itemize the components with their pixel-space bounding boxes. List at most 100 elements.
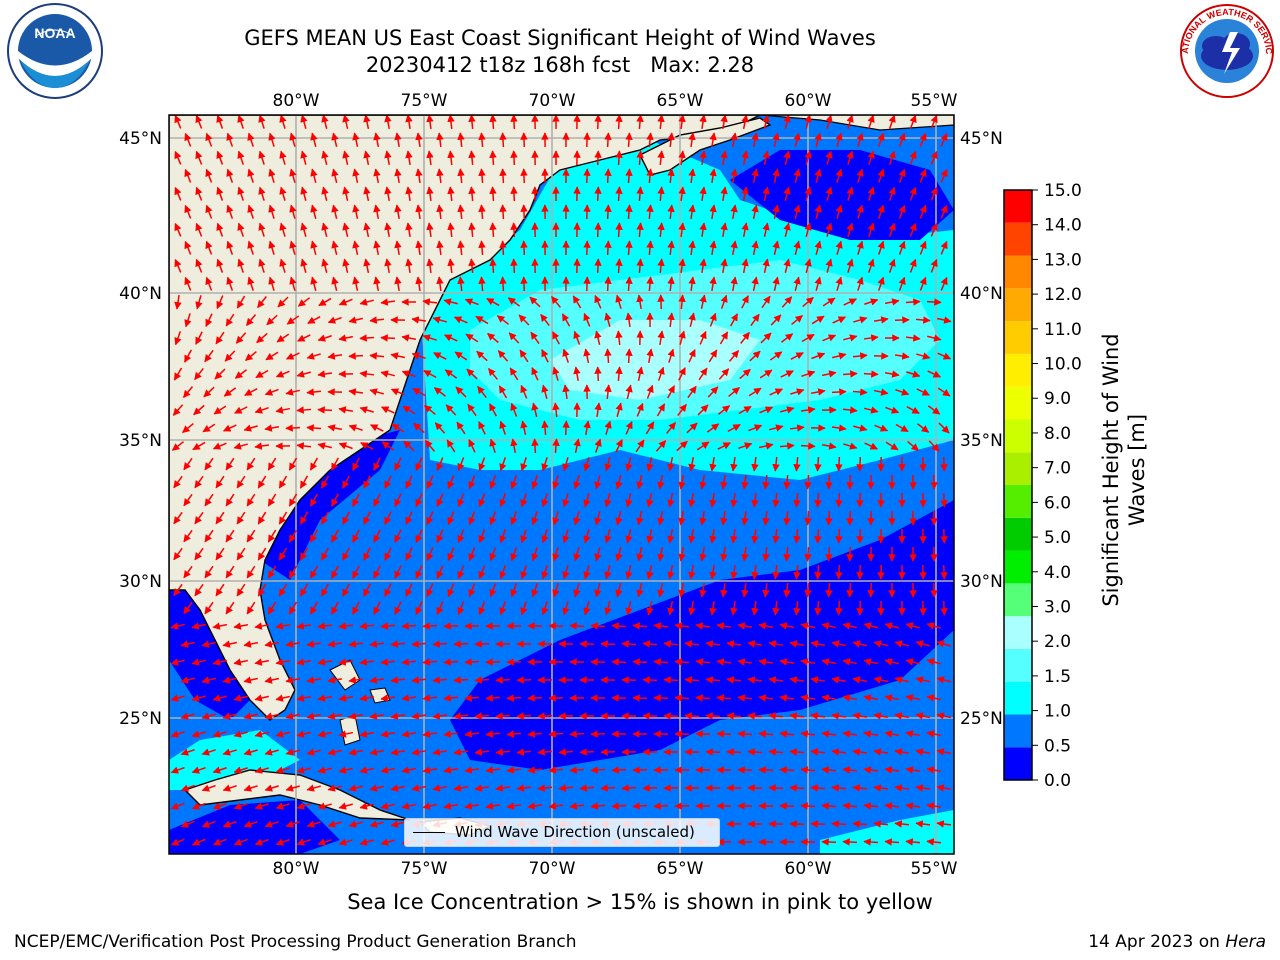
direction-arrow — [342, 547, 350, 561]
direction-arrow — [384, 583, 392, 597]
direction-arrow — [384, 222, 392, 238]
direction-arrow — [306, 352, 321, 360]
direction-arrow — [562, 348, 570, 363]
direction-arrow — [394, 565, 402, 580]
direction-arrow — [436, 493, 444, 508]
direction-arrow — [739, 368, 751, 380]
direction-arrow — [814, 240, 822, 255]
direction-arrow — [485, 658, 501, 666]
colorbar-segment — [1004, 452, 1032, 485]
direction-arrow — [611, 766, 627, 774]
direction-arrow — [728, 350, 740, 362]
direction-arrow — [360, 442, 374, 450]
wave-zone-0-0.5m-sw — [169, 585, 260, 720]
direction-arrow — [885, 441, 899, 451]
direction-arrow — [709, 240, 717, 256]
direction-arrow — [657, 510, 665, 526]
direction-arrow — [636, 366, 644, 382]
direction-arrow — [791, 315, 804, 325]
direction-arrow — [927, 405, 941, 415]
direction-arrow — [877, 276, 885, 291]
direction-arrow — [225, 529, 235, 543]
direction-arrow — [352, 565, 360, 579]
direction-arrow — [289, 204, 297, 219]
direction-arrow — [699, 186, 707, 202]
direction-arrow — [173, 475, 183, 489]
direction-arrow — [384, 186, 392, 202]
direction-arrow — [174, 222, 182, 237]
direction-arrow — [835, 600, 843, 616]
nova-scotia-land — [639, 117, 772, 176]
direction-arrow — [520, 240, 528, 256]
direction-arrow — [369, 316, 385, 324]
direction-arrow — [864, 298, 879, 306]
colorbar-tick-label: 0.5 — [1044, 736, 1071, 756]
direction-arrow — [760, 332, 772, 344]
direction-arrow — [174, 150, 182, 165]
direction-arrow — [474, 676, 490, 684]
direction-arrow — [793, 168, 801, 183]
direction-arrow — [741, 510, 749, 526]
nws-logo-icon: NATIONAL WEATHER SERVICE — [1178, 2, 1274, 98]
direction-arrow — [510, 511, 518, 526]
direction-arrow — [510, 150, 518, 166]
direction-arrow — [300, 150, 308, 165]
direction-arrow — [489, 438, 497, 453]
direction-arrow — [204, 457, 214, 471]
direction-arrow — [642, 676, 658, 684]
lon-label: 65°W — [657, 91, 704, 111]
direction-arrow — [835, 204, 843, 219]
direction-arrow — [737, 766, 753, 774]
direction-arrow — [411, 316, 427, 324]
direction-arrow — [321, 186, 329, 201]
direction-arrow — [454, 351, 468, 361]
direction-arrow — [478, 132, 486, 148]
direction-arrow — [678, 474, 686, 490]
direction-arrow — [831, 820, 847, 828]
direction-arrow — [415, 132, 423, 148]
direction-arrow — [436, 168, 444, 184]
direction-arrow — [688, 204, 696, 220]
direction-arrow — [468, 222, 476, 238]
direction-arrow — [285, 424, 301, 432]
direction-arrow — [730, 240, 738, 256]
direction-arrow — [687, 385, 697, 399]
direction-arrow — [709, 276, 717, 292]
direction-arrow — [184, 132, 192, 147]
direction-arrow — [317, 334, 332, 342]
direction-arrow — [842, 370, 858, 378]
direction-arrow — [447, 475, 455, 490]
direction-arrow — [381, 441, 395, 451]
direction-arrow — [237, 222, 245, 237]
direction-arrow — [730, 456, 738, 472]
direction-arrow — [342, 115, 350, 129]
direction-arrow — [436, 276, 444, 292]
direction-arrow — [615, 511, 623, 526]
direction-arrow — [615, 583, 623, 598]
direction-arrow — [825, 582, 833, 598]
direction-arrow — [310, 132, 318, 147]
direction-arrow — [457, 168, 465, 184]
direction-arrow — [720, 474, 728, 490]
direction-arrow — [615, 547, 623, 562]
direction-arrow — [279, 222, 287, 237]
direction-arrow — [646, 168, 654, 184]
direction-arrow — [520, 384, 528, 399]
direction-arrow — [615, 402, 623, 417]
direction-arrow — [611, 658, 627, 666]
direction-arrow — [909, 222, 917, 237]
direction-arrow — [716, 730, 732, 738]
direction-arrow — [905, 334, 921, 342]
direction-arrow — [699, 222, 707, 238]
direction-arrow — [225, 457, 235, 471]
direction-arrow — [678, 186, 686, 202]
direction-arrow — [478, 204, 486, 220]
direction-arrow — [657, 115, 665, 130]
direction-arrow — [636, 294, 644, 310]
direction-arrow — [572, 295, 582, 309]
direction-arrow — [940, 240, 948, 255]
lat-label: 25°N — [119, 709, 162, 729]
direction-arrow — [835, 240, 843, 255]
direction-arrow — [327, 316, 342, 324]
direction-arrow — [940, 564, 948, 580]
